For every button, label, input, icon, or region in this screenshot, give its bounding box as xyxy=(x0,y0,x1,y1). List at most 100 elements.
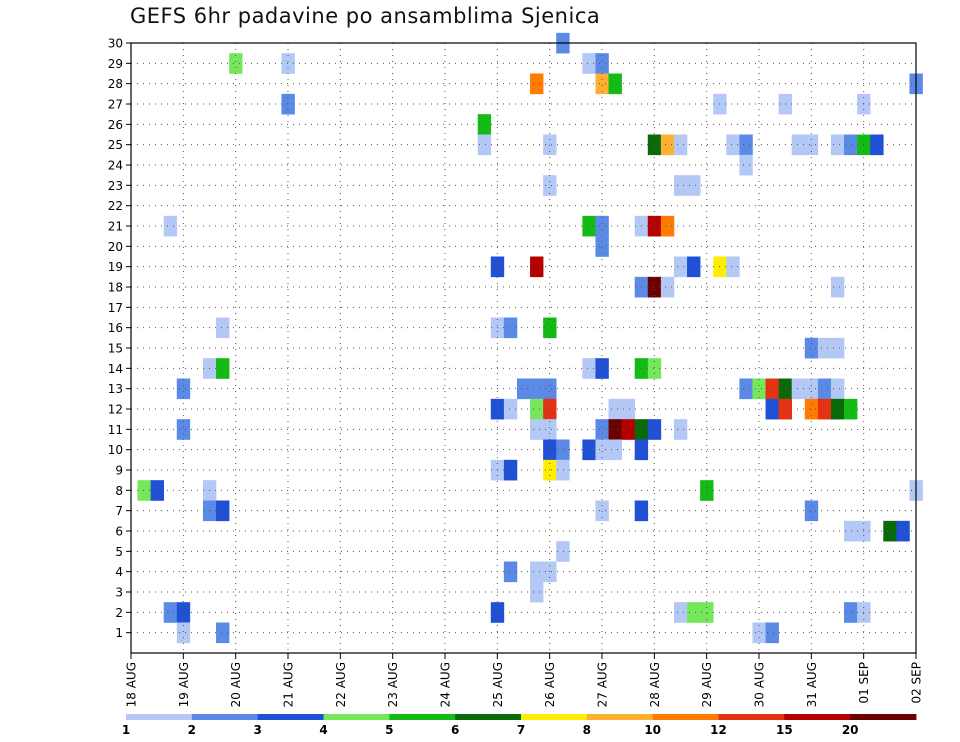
heatmap-cell xyxy=(163,215,178,237)
heatmap-cell xyxy=(137,480,151,501)
heatmap-cell xyxy=(595,73,609,95)
heatmap-cell xyxy=(608,419,622,440)
heatmap-cell xyxy=(660,215,675,237)
heatmap-cell xyxy=(477,114,492,135)
heatmap-cell xyxy=(621,398,636,420)
colorbar-label: 7 xyxy=(517,723,525,737)
y-tick-label: 30 xyxy=(108,37,123,51)
heatmap-cell xyxy=(216,622,230,644)
y-tick-label: 8 xyxy=(115,484,123,498)
colorbar-label: 5 xyxy=(385,723,393,737)
x-tick-label: 18 AUG xyxy=(125,662,139,707)
colorbar-label: 1 xyxy=(122,723,130,737)
heatmap-cell xyxy=(530,378,544,400)
heatmap-cell xyxy=(687,602,701,623)
colorbar-segment xyxy=(586,714,654,720)
heatmap-cell xyxy=(543,439,557,461)
heatmap-cell xyxy=(830,276,845,298)
heatmap-cell xyxy=(530,419,544,440)
heatmap-cell xyxy=(582,439,596,461)
heatmap-cell xyxy=(700,480,714,501)
heatmap-cell xyxy=(150,480,165,501)
y-tick-label: 12 xyxy=(108,403,123,417)
colorbar-segment xyxy=(850,714,917,720)
heatmap-cell xyxy=(830,398,845,420)
heatmap-cell xyxy=(503,561,518,583)
heatmap-cell xyxy=(281,53,295,74)
heatmap-cell xyxy=(595,439,609,461)
colorbar-segment xyxy=(455,714,522,720)
y-tick-label: 19 xyxy=(108,260,123,274)
heatmap-cell xyxy=(765,378,779,400)
y-tick-label: 28 xyxy=(108,77,123,91)
x-tick-label: 31 AUG xyxy=(805,662,819,707)
heatmap-cell xyxy=(804,500,819,522)
heatmap-cell xyxy=(582,358,596,379)
heatmap-cell xyxy=(844,134,858,156)
heatmap-cell xyxy=(229,53,243,74)
heatmap-cell xyxy=(830,337,845,359)
x-tick-label: 30 AUG xyxy=(753,662,767,707)
x-tick-label: 19 AUG xyxy=(177,662,191,707)
x-tick-label: 26 AUG xyxy=(543,662,557,707)
heatmap-cell xyxy=(530,561,544,583)
heatmap-cell xyxy=(817,378,832,400)
heatmap-cell xyxy=(281,93,295,115)
y-tick-label: 27 xyxy=(108,98,123,112)
y-tick-label: 23 xyxy=(108,179,123,193)
colorbar-label: 6 xyxy=(451,723,459,737)
heatmap-cell xyxy=(791,378,806,400)
y-tick-label: 5 xyxy=(115,545,123,559)
heatmap-cell xyxy=(556,541,570,562)
x-tick-label: 01 SEP xyxy=(857,662,871,704)
colorbar-label: 12 xyxy=(710,723,727,737)
heatmap-cell xyxy=(804,378,819,400)
heatmap-cell xyxy=(844,520,858,542)
y-tick-label: 21 xyxy=(108,220,123,234)
heatmap-cell xyxy=(543,317,557,339)
heatmap-cell xyxy=(844,398,858,420)
colorbar-segment xyxy=(652,714,719,720)
heatmap-cell xyxy=(595,500,609,522)
heatmap-cell xyxy=(176,602,191,623)
y-tick-label: 18 xyxy=(108,281,123,295)
colorbar-segment xyxy=(389,714,456,720)
y-tick-label: 14 xyxy=(108,362,123,376)
heatmap-cell xyxy=(503,317,518,339)
heatmap-cell xyxy=(673,134,688,156)
y-tick-label: 9 xyxy=(115,464,123,478)
heatmap-cell xyxy=(817,398,832,420)
heatmap-cell xyxy=(700,602,714,623)
heatmap-cell xyxy=(163,602,178,623)
colorbar-segment xyxy=(126,714,193,720)
heatmap-cell xyxy=(739,134,753,156)
y-tick-label: 26 xyxy=(108,118,123,132)
heatmap-cell xyxy=(556,459,570,481)
heatmap-cell xyxy=(595,419,609,440)
heatmap-cell xyxy=(673,419,688,440)
colorbar-label: 4 xyxy=(319,723,327,737)
colorbar-segment xyxy=(784,714,851,720)
y-tick-label: 6 xyxy=(115,525,123,539)
heatmap-cell xyxy=(896,520,910,542)
heatmap-cell xyxy=(530,398,544,420)
heatmap-cell xyxy=(543,175,557,196)
heatmap-cell xyxy=(791,134,806,156)
heatmap-cell xyxy=(687,256,701,278)
heatmap-cell xyxy=(673,175,688,196)
heatmap-cell xyxy=(621,419,636,440)
heatmap-cell xyxy=(608,398,622,420)
x-tick-label: 27 AUG xyxy=(596,662,610,707)
heatmap-cell xyxy=(870,134,884,156)
heatmap-cell xyxy=(595,358,609,379)
y-tick-label: 11 xyxy=(108,423,123,437)
y-tick-label: 16 xyxy=(108,321,123,335)
heatmap-cell xyxy=(595,53,609,74)
heatmap-cell xyxy=(883,520,897,542)
heatmap-cell xyxy=(804,134,819,156)
colorbar-segment xyxy=(257,714,324,720)
heatmap-cell xyxy=(530,73,544,95)
colorbar-label: 15 xyxy=(776,723,793,737)
heatmap-cell xyxy=(844,602,858,623)
heatmap-cell xyxy=(647,358,662,379)
